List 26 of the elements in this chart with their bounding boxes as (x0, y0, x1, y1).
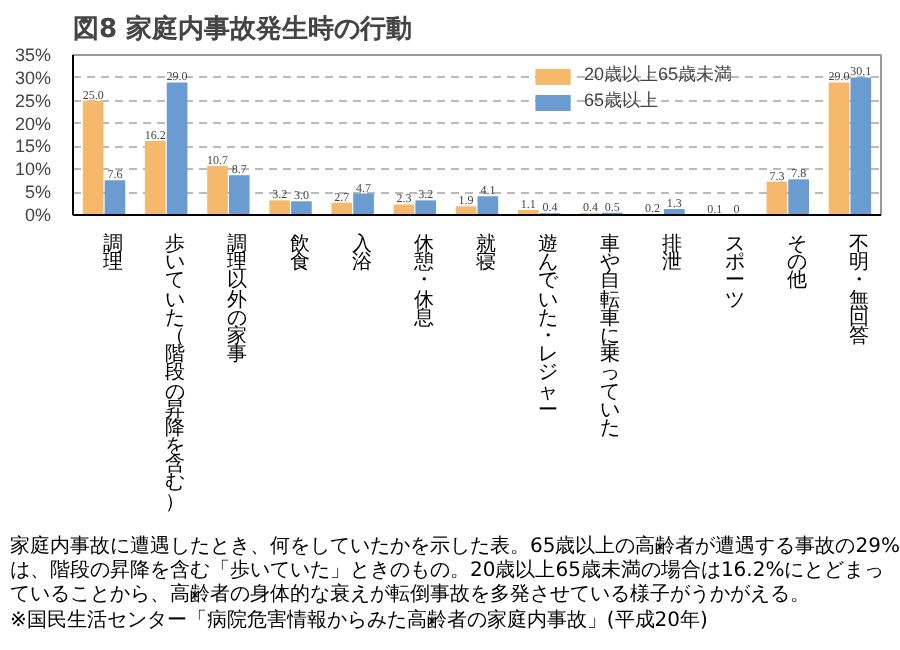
legend-label: 65歳以上 (584, 88, 659, 114)
x-tick-label: 休憩・休息 (412, 234, 435, 330)
category-label: 歩いていた（階段の昇降を含む） (165, 234, 186, 514)
x-tick-label: 入浴 (350, 234, 373, 275)
text: ※国民生活センター「病院危害情報からみた高齢者の家庭内事故」(平成20年) (10, 610, 710, 634)
x-tick-label: 不明・無回答 (848, 234, 870, 348)
y-tick-label: 15% (14, 136, 51, 157)
y-tick-label: 35% (14, 45, 51, 65)
legend-label: 20歳以上65歳未満 (584, 62, 733, 88)
text: 家庭内事故に遭遇したとき、何をしていたかを示した表。65歳以上の高齢者が遭遇する事故の29%は、階段の昇降を含む「歩いていた」ときのもの。20歳以上65歳未満の場合は16.2%にとどまっていることから、高齢者の身体的な衰えが転倒事故を多発させている様子がうかがえる。 (10, 536, 900, 608)
x-tick-label: 飲食 (288, 234, 311, 275)
y-tick-label: 30% (14, 67, 51, 88)
y-tick-label: 25% (14, 90, 51, 111)
x-tick-label: 就寝 (475, 234, 497, 275)
x-tick-label: 調理 (102, 234, 124, 275)
y-tick-label: 20% (14, 113, 51, 134)
x-tick-label: スポーツ (723, 234, 746, 312)
chart-title: 図8 家庭内事故発生時の行動 (73, 13, 413, 45)
category-label: 車や自転車に乗っていた (600, 234, 621, 440)
x-tick-label: 調理以外の家事 (226, 234, 249, 367)
x-tick-label: その他 (785, 234, 808, 293)
y-tick-label: 5% (24, 182, 52, 203)
y-tick-label: 0% (24, 205, 52, 225)
x-tick-label: 排泄 (661, 234, 684, 275)
category-label: 遊んでいた・レジャー (538, 234, 559, 422)
y-tick-label: 10% (14, 159, 51, 180)
